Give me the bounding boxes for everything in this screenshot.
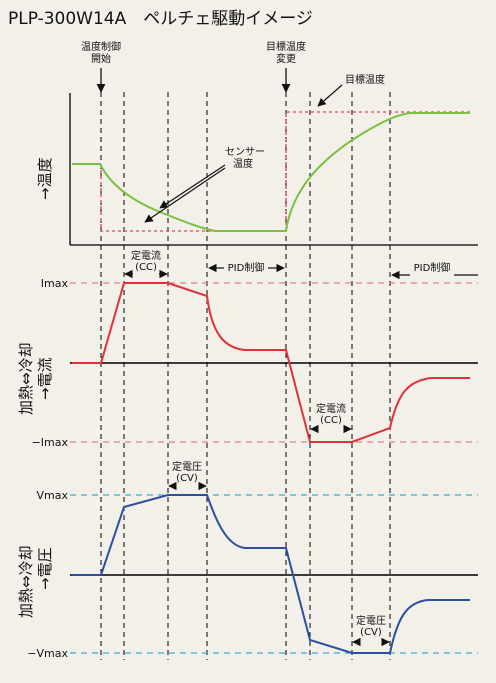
neg-imax-label: −Imax [32, 436, 69, 449]
cc-heating-label-line1: 定電流 [131, 249, 161, 262]
diagram-title: PLP-300W14A ペルチェ駆動イメージ [8, 9, 313, 29]
temperature-ylabel: →温度 [36, 157, 54, 200]
time-markers [100, 92, 391, 660]
pid-label-first: PID制御 [228, 261, 265, 274]
cc-cooling-label-line2: (CC) [320, 415, 342, 426]
cv-heating-label-line1: 定電圧 [172, 460, 202, 473]
temperature-panel: →温度 温度制御 開始 目標温度 変更 目標温度 センサー 温度 [36, 40, 478, 246]
current-panel: Imax −Imax 加熱⇔冷却 →電流 定電流 (CC) PID制御 PID制… [17, 249, 478, 449]
sensor-temperature-curve [72, 112, 470, 232]
svg-text:加熱⇔冷却: 加熱⇔冷却 [17, 545, 35, 618]
current-curve [72, 282, 470, 443]
pid-label-second: PID制御 [414, 261, 451, 274]
cc-heating-label-line2: (CC) [135, 262, 157, 273]
svg-text:→電圧: →電圧 [36, 547, 54, 590]
sensor-temperature-label-line1: センサー [225, 146, 265, 158]
event-change-label-line1: 目標温度 [266, 40, 306, 53]
cv-cooling-label-line1: 定電圧 [356, 614, 386, 627]
voltage-ylabel-vertical: 加熱⇔冷却 [17, 545, 35, 618]
event-start-label-line2: 開始 [91, 52, 111, 65]
event-change-label-line2: 変更 [276, 52, 296, 65]
voltage-panel: Vmax −Vmax 加熱⇔冷却 →電圧 定電圧 (CV) 定電圧 (CV) [17, 460, 478, 660]
current-ylabel-vertical: 加熱⇔冷却 [17, 342, 35, 415]
event-start-label-line1: 温度制御 [81, 40, 121, 53]
neg-vmax-label: −Vmax [27, 647, 68, 660]
sensor-temperature-pointer-1 [159, 164, 226, 209]
target-temperature-label: 目標温度 [345, 73, 385, 86]
cc-cooling-label-line1: 定電流 [316, 402, 346, 415]
vmax-label: Vmax [37, 489, 69, 502]
target-temperature-pointer [317, 84, 343, 107]
sensor-temperature-pointer-2 [144, 167, 226, 223]
cv-heating-label-line2: (CV) [176, 473, 198, 484]
sensor-temperature-label-line2: 温度 [233, 157, 253, 170]
svg-text:加熱⇔冷却: 加熱⇔冷却 [17, 342, 35, 415]
cv-cooling-label-line2: (CV) [360, 627, 382, 638]
imax-label: Imax [41, 277, 69, 290]
voltage-curve [72, 494, 470, 654]
voltage-ylabel-arrow: →電圧 [36, 547, 54, 590]
svg-text:→電流: →電流 [36, 357, 54, 400]
current-ylabel-arrow: →電流 [36, 357, 54, 400]
svg-text:→温度: →温度 [36, 157, 54, 200]
